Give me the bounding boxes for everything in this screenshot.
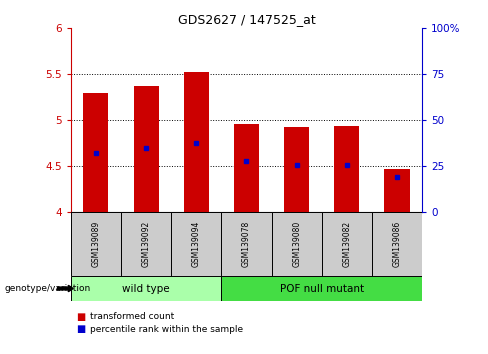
Bar xyxy=(71,212,121,276)
Bar xyxy=(334,126,359,212)
Bar xyxy=(134,86,159,212)
Text: POF null mutant: POF null mutant xyxy=(280,284,364,293)
Bar xyxy=(83,93,108,212)
Text: GSM139089: GSM139089 xyxy=(91,221,101,267)
Bar xyxy=(222,276,422,301)
Bar xyxy=(234,124,259,212)
Bar xyxy=(271,212,322,276)
Bar xyxy=(284,127,309,212)
Text: GSM139080: GSM139080 xyxy=(292,221,301,267)
Text: GSM139092: GSM139092 xyxy=(142,221,151,267)
Title: GDS2627 / 147525_at: GDS2627 / 147525_at xyxy=(178,13,315,26)
Text: GSM139086: GSM139086 xyxy=(392,221,402,267)
Bar xyxy=(385,169,409,212)
Text: GSM139078: GSM139078 xyxy=(242,221,251,267)
Bar xyxy=(183,73,209,212)
Text: transformed count: transformed count xyxy=(90,312,175,321)
Bar xyxy=(71,276,222,301)
Bar xyxy=(222,212,271,276)
Text: ■: ■ xyxy=(76,324,85,334)
Bar xyxy=(121,212,171,276)
Text: percentile rank within the sample: percentile rank within the sample xyxy=(90,325,244,334)
Text: genotype/variation: genotype/variation xyxy=(5,284,91,293)
Bar xyxy=(372,212,422,276)
Bar xyxy=(322,212,372,276)
Text: GSM139094: GSM139094 xyxy=(192,221,201,268)
Text: ■: ■ xyxy=(76,312,85,322)
Bar xyxy=(171,212,222,276)
Text: wild type: wild type xyxy=(122,284,170,293)
Text: GSM139082: GSM139082 xyxy=(342,221,351,267)
